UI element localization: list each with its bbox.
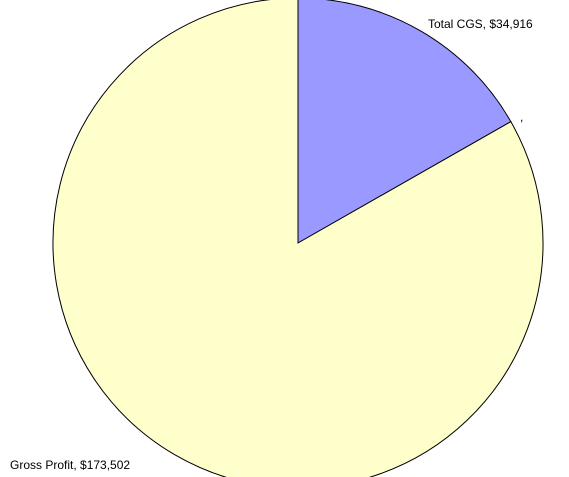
- pie-slice: [297, 0, 512, 244]
- pie-slice: [52, 0, 544, 477]
- data-label: ,: [520, 110, 523, 124]
- data-label: Gross Profit, $173,502: [10, 458, 130, 472]
- data-label: Total CGS, $34,916: [428, 17, 533, 31]
